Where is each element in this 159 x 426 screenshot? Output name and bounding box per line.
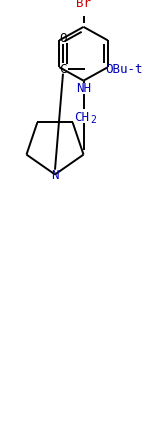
Text: 2: 2 <box>91 115 97 125</box>
Text: O: O <box>59 32 67 45</box>
Text: Br: Br <box>76 0 91 10</box>
Text: CH: CH <box>74 110 89 124</box>
Text: C: C <box>59 63 67 76</box>
Text: NH: NH <box>76 82 91 95</box>
Text: OBu-t: OBu-t <box>105 63 142 76</box>
Text: N: N <box>51 169 59 181</box>
